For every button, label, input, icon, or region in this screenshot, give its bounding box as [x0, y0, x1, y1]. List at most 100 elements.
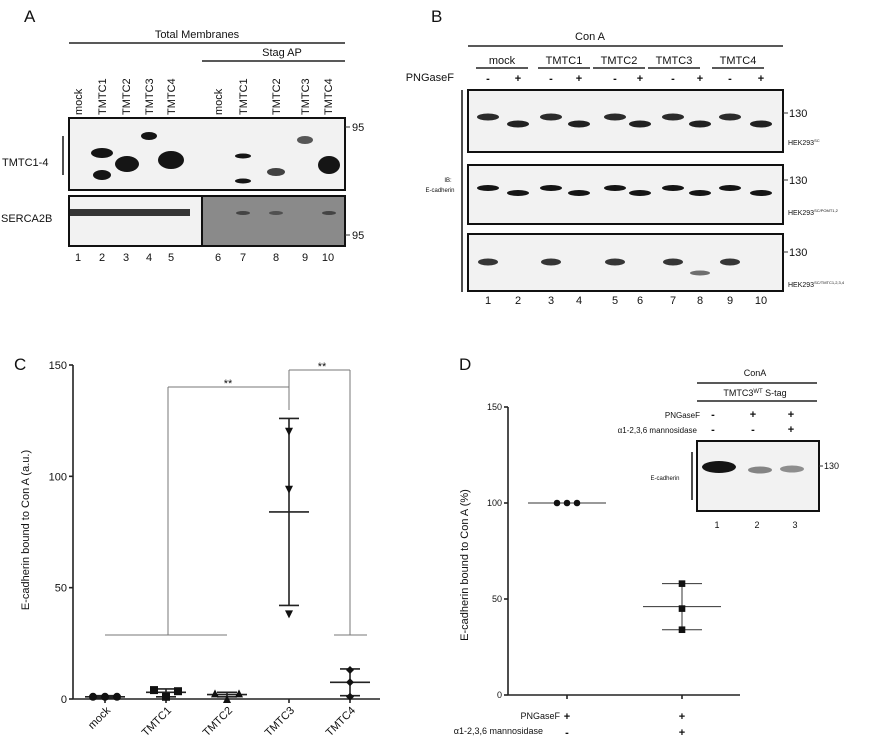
- pngasef-sign: +: [697, 73, 703, 85]
- data-point: [553, 499, 561, 507]
- lane-label: mock: [213, 88, 225, 115]
- d-row-pngasef: PNGaseF: [520, 711, 560, 721]
- group-labels: mock TMTC1 TMTC2 TMTC3 TMTC4: [476, 55, 764, 69]
- x-tick-label: TMTC4: [324, 705, 358, 739]
- lane-number: 5: [612, 295, 618, 307]
- pngasef-signs: - + - + - + - + - +: [486, 73, 764, 85]
- inset-pngasef-sign: +: [750, 409, 756, 421]
- ib-label: IB:: [444, 178, 452, 184]
- lane-label: TMTC3: [300, 78, 312, 115]
- data-point: [285, 427, 293, 436]
- pngasef-sign: -: [549, 73, 553, 85]
- lane-label: TMTC4: [323, 78, 335, 115]
- data-point: [235, 689, 243, 698]
- data-point: [346, 666, 354, 675]
- pngasef-sign: -: [613, 73, 617, 85]
- lane-number: 4: [146, 252, 152, 264]
- lane-number: 1: [485, 295, 491, 307]
- inset-mannosidase-label: α1-2,3,6 mannosidase: [618, 426, 698, 435]
- x-tick-label: TMTC2: [201, 705, 235, 739]
- b-bands: [477, 113, 772, 276]
- data-point: [678, 605, 686, 612]
- panel-c-label: C: [14, 355, 26, 374]
- lane-number: 8: [697, 295, 703, 307]
- lane-number: 7: [240, 252, 246, 264]
- lane-number: 7: [670, 295, 676, 307]
- data-point: [678, 580, 686, 587]
- group-label: mock: [489, 55, 516, 67]
- treatment-sign: +: [564, 711, 570, 723]
- b-markers: 130 HEK293SC 130 HEK293SC/POMT1,2 130 HEK293S…: [783, 108, 845, 289]
- inset-pngasef-sign: -: [711, 409, 715, 421]
- con-a-label: Con A: [575, 31, 606, 43]
- pngasef-sign: +: [515, 73, 521, 85]
- panel-d-label: D: [459, 355, 471, 374]
- inset-mannosidase-sign: -: [711, 424, 715, 436]
- serca2b-label: SERCA2B: [1, 213, 52, 225]
- lane-number: 9: [727, 295, 733, 307]
- lane-numbers: 1 2 3 4 5 6 7 8 9 10: [75, 252, 334, 264]
- inset-mannosidase-sign: +: [788, 424, 794, 436]
- data-point: [174, 687, 182, 696]
- lane-number: 3: [123, 252, 129, 264]
- data-point: [89, 692, 97, 701]
- y-tick-label: 100: [49, 471, 67, 483]
- lane-number: 4: [576, 295, 582, 307]
- lane-number: 8: [273, 252, 279, 264]
- sig-c-1: **: [224, 378, 233, 390]
- lane-label: mock: [73, 88, 85, 115]
- cell-line-label: HEK293SC/POMT1,2: [788, 208, 839, 217]
- marker-95-top: 95: [352, 122, 364, 134]
- lane-label: TMTC1: [97, 78, 109, 115]
- lane-labels: mock TMTC1 TMTC2 TMTC3 TMTC4 mock TMTC1 TMTC2 TM…: [73, 78, 335, 115]
- lane-label: TMTC4: [166, 78, 178, 115]
- y-tick-label: 100: [487, 498, 502, 508]
- lane-label: TMTC1: [238, 78, 250, 115]
- total-membranes-label: Total Membranes: [155, 29, 240, 41]
- d-row-signs: + - + +: [564, 711, 685, 739]
- lane-label: TMTC2: [121, 78, 133, 115]
- lane-number: 10: [322, 252, 334, 264]
- treatment-sign: +: [679, 711, 685, 723]
- inset-lane-number: 3: [792, 520, 797, 530]
- panel-b-label: B: [431, 7, 442, 26]
- inset-blot-image: [696, 440, 820, 512]
- y-tick-label: 0: [497, 690, 502, 700]
- panel-b: B Con A mock TMTC1 TMTC2 TMTC3 TMTC4 PNGaseF…: [406, 7, 845, 307]
- group-label: TMTC4: [720, 55, 757, 67]
- pngasef-sign: +: [758, 73, 764, 85]
- pngasef-sign: +: [576, 73, 582, 85]
- treatment-sign: +: [679, 727, 685, 739]
- data-point: [346, 678, 354, 687]
- x-tick-label: mock: [86, 704, 113, 731]
- data-point: [678, 626, 686, 634]
- lane-numbers: 1 2 3 4 5 6 7 8 9 10: [485, 295, 767, 307]
- data-point: [162, 692, 170, 701]
- marker-130: 130: [789, 247, 807, 259]
- lane-number: 1: [75, 252, 81, 264]
- inset-ecadherin-label: E-cadherin: [650, 476, 679, 482]
- tmtc-bands: [91, 132, 340, 184]
- y-tick-label: 150: [487, 402, 502, 412]
- group-label: TMTC3: [656, 55, 693, 67]
- treatment-sign: -: [565, 727, 569, 739]
- data-point: [285, 485, 293, 494]
- inset-marker-130: 130: [824, 461, 839, 471]
- lane-label: TMTC3: [144, 78, 156, 115]
- lane-number: 6: [215, 252, 221, 264]
- inset-mannosidase-sign: -: [751, 424, 755, 436]
- data-point: [346, 692, 354, 701]
- inset-tmtc3-label: TMTC3WT S-tag: [723, 388, 786, 398]
- chart-d: 0 50 100 150: [487, 402, 740, 700]
- y-tick-label: 0: [61, 694, 67, 706]
- data-point: [211, 689, 219, 698]
- serca-bands: [70, 209, 336, 216]
- data-point: [223, 695, 231, 703]
- inset-blot: ConA TMTC3WT S-tag PNGaseF α1-2,3,6 mann…: [618, 368, 839, 530]
- data-point: [150, 686, 158, 695]
- panel-c: C E-cadherin bound to Con A (a.u.) 0 50 10…: [14, 355, 380, 739]
- d-row-mannosidase: α1-2,3,6 mannosidase: [454, 726, 543, 736]
- sig-c-2: **: [318, 361, 327, 373]
- inset-cona-label: ConA: [744, 368, 767, 378]
- lane-number: 2: [515, 295, 521, 307]
